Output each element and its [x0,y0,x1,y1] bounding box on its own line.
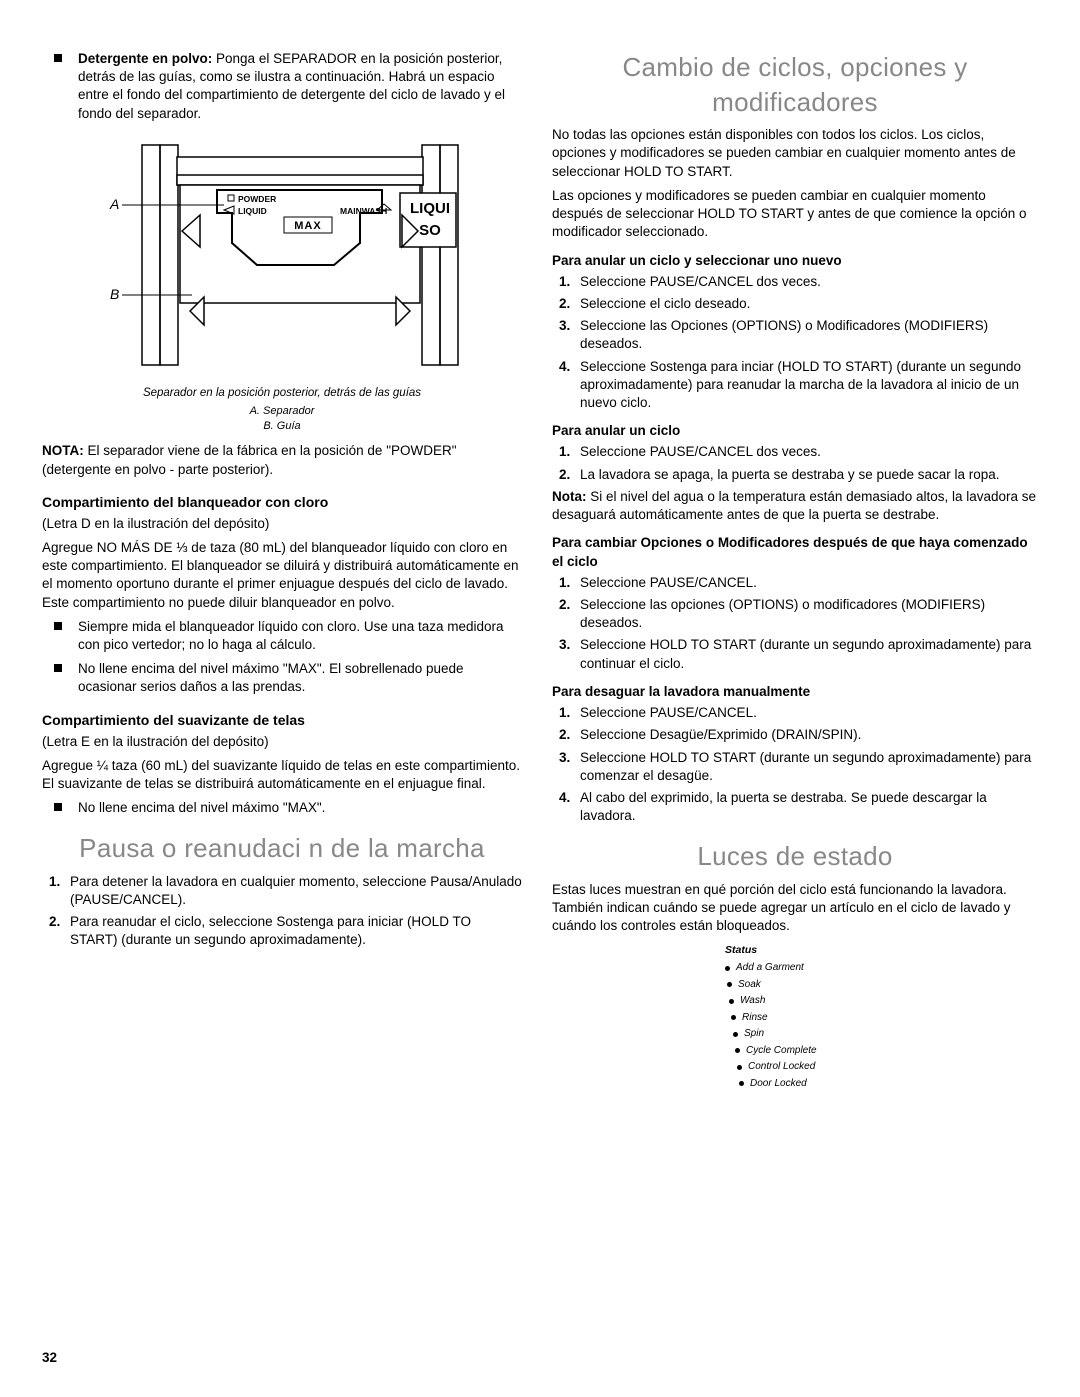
diagram-legend: A. Separador B. Guía [82,404,482,435]
legend-a: A. Separador [250,405,315,417]
anular-heading: Para anular un ciclo [552,422,1038,440]
bleach-item: No llene encima del nivel máximo "MAX". … [78,660,522,696]
svg-text:LIQUID: LIQUID [238,206,267,216]
list-item: Seleccione HOLD TO START (durante un seg… [574,749,1038,785]
list-item: Seleccione Desagüe/Exprimido (DRAIN/SPIN… [574,726,1038,744]
desaguar-list: Seleccione PAUSE/CANCEL. Seleccione Desa… [552,704,1038,825]
list-item: Seleccione HOLD TO START (durante un seg… [574,636,1038,672]
cambio-p1: No todas las opciones están disponibles … [552,126,1038,181]
cambio-heading: Cambio de ciclos, opciones y modificador… [552,50,1038,120]
pausa-list: Para detener la lavadora en cualquier mo… [42,873,522,950]
softener-list: No llene encima del nivel máximo "MAX". [42,799,522,817]
left-column: Detergente en polvo: Ponga el SEPARADOR … [42,50,522,1093]
cambiar-opc-heading: Para cambiar Opciones o Modificadores de… [552,534,1038,570]
bleach-heading: Compartimiento del blanqueador con cloro [42,493,522,512]
status-label: Door Locked [750,1077,807,1091]
nota2-rest: Si el nivel del agua o la temperatura es… [552,489,1036,522]
list-item: Seleccione el ciclo deseado. [574,295,1038,313]
legend-b: B. Guía [263,420,300,432]
status-item: Add a Garment [725,961,865,975]
nota-rest: El separador viene de la fábrica en la p… [42,443,457,476]
status-item: Rinse [731,1011,865,1025]
status-item: Door Locked [739,1077,865,1091]
list-item: Seleccione las Opciones (OPTIONS) o Modi… [574,317,1038,353]
cambiar-opc-list: Seleccione PAUSE/CANCEL. Seleccione las … [552,574,1038,673]
status-label: Control Locked [748,1060,815,1074]
page-columns: Detergente en polvo: Ponga el SEPARADOR … [42,50,1038,1093]
bleach-list: Siempre mida el blanqueador líquido con … [42,618,522,697]
status-item: Wash [729,994,865,1008]
powder-bold: Detergente en polvo: [78,51,212,66]
list-item: Seleccione PAUSE/CANCEL. [574,574,1038,592]
status-label: Spin [744,1027,764,1041]
status-label: Wash [740,994,765,1008]
anular-nuevo-heading: Para anular un ciclo y seleccionar uno n… [552,252,1038,270]
softener-letra: (Letra E en la ilustración del depósito) [42,733,522,751]
anular-list: Seleccione PAUSE/CANCEL dos veces. La la… [552,443,1038,483]
pausa-item: Para reanudar el ciclo, seleccione Soste… [64,913,522,949]
desaguar-heading: Para desaguar la lavadora manualmente [552,683,1038,701]
pausa-item: Para detener la lavadora en cualquier mo… [64,873,522,909]
luces-heading: Luces de estado [552,839,1038,874]
status-panel: Status Add a Garment Soak Wash Rinse Spin Cyc… [725,943,865,1090]
nota-bold: NOTA: [42,443,84,458]
list-item: Seleccione las opciones (OPTIONS) o modi… [574,596,1038,632]
right-column: Cambio de ciclos, opciones y modificador… [552,50,1038,1093]
status-label: Rinse [742,1011,768,1025]
powder-bullet-list: Detergente en polvo: Ponga el SEPARADOR … [42,50,522,123]
status-dot-icon [733,1032,738,1037]
page-number: 32 [42,1349,57,1367]
status-item: Cycle Complete [735,1044,865,1058]
bleach-item: Siempre mida el blanqueador líquido con … [78,618,522,654]
softener-paragraph: Agregue ¼ taza (60 mL) del suavizante lí… [42,757,522,793]
status-dot-icon [725,966,730,971]
status-dot-icon [727,982,732,987]
list-item: La lavadora se apaga, la puerta se destr… [574,466,1038,484]
svg-text:POWDER: POWDER [238,194,276,204]
list-item: Seleccione PAUSE/CANCEL. [574,704,1038,722]
status-item: Control Locked [737,1060,865,1074]
status-dot-icon [737,1065,742,1070]
status-dot-icon [731,1015,736,1020]
svg-text:SO: SO [419,222,441,239]
status-dot-icon [739,1081,744,1086]
status-item: Spin [733,1027,865,1041]
svg-text:LIQUI: LIQUI [410,200,450,217]
powder-bullet-item: Detergente en polvo: Ponga el SEPARADOR … [78,50,522,123]
status-label: Add a Garment [736,961,804,975]
luces-paragraph: Estas luces muestran en qué porción del … [552,881,1038,936]
status-title: Status [725,943,865,957]
status-label: Cycle Complete [746,1044,817,1058]
bleach-letra: (Letra D en la ilustración del depósito) [42,515,522,533]
nota2-bold: Nota: [552,489,587,504]
svg-text:A: A [109,196,119,212]
status-dot-icon [729,999,734,1004]
list-item: Seleccione Sostenga para inciar (HOLD TO… [574,358,1038,413]
anular-nuevo-list: Seleccione PAUSE/CANCEL dos veces. Selec… [552,273,1038,413]
svg-text:MAX: MAX [294,220,321,232]
status-item: Soak [727,978,865,992]
nota-paragraph: NOTA: El separador viene de la fábrica e… [42,442,522,478]
bleach-paragraph: Agregue NO MÁS DE ⅓ de taza (80 mL) del … [42,539,522,612]
list-item: Al cabo del exprimido, la puerta se dest… [574,789,1038,825]
status-dot-icon [735,1048,740,1053]
cambio-p2: Las opciones y modificadores se pueden c… [552,187,1038,242]
pausa-heading: Pausa o reanudaci n de la marcha [42,831,522,866]
softener-item: No llene encima del nivel máximo "MAX". [78,799,522,817]
list-item: Seleccione PAUSE/CANCEL dos veces. [574,273,1038,291]
svg-text:B: B [110,286,119,302]
nota2-paragraph: Nota: Si el nivel del agua o la temperat… [552,488,1038,524]
diagram-caption: Separador en la posición posterior, detr… [82,386,482,402]
status-label: Soak [738,978,761,992]
list-item: Seleccione PAUSE/CANCEL dos veces. [574,443,1038,461]
separator-diagram: MAX POWDER LIQUID MAINWASH LIQUI SO [82,135,482,435]
softener-heading: Compartimiento del suavizante de telas [42,711,522,730]
